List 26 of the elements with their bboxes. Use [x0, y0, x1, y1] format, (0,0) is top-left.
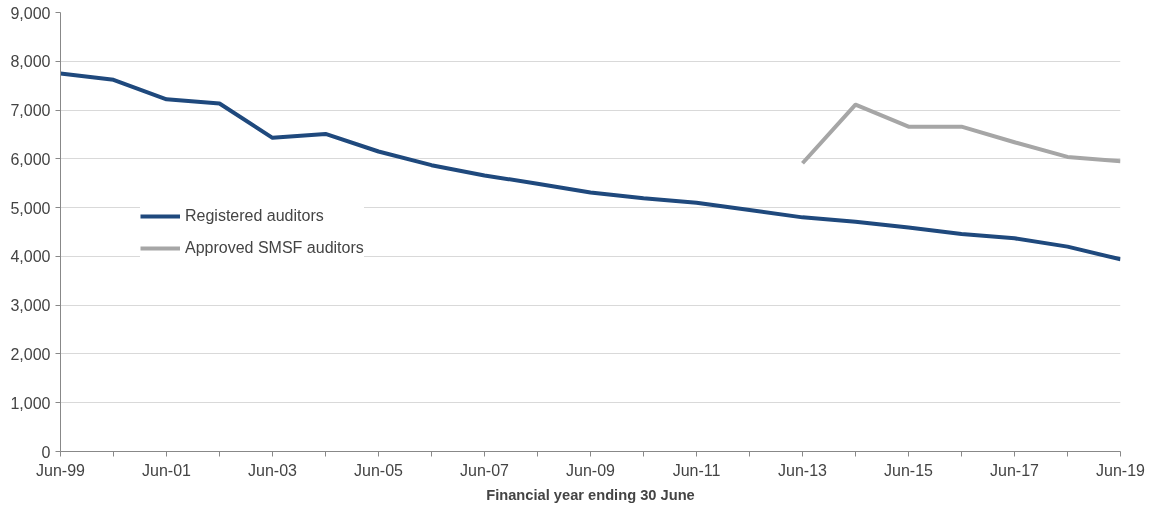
x-tick-label: Jun-19	[1096, 461, 1146, 479]
y-tick-label: 8,000	[10, 53, 51, 71]
y-tick-label: 4,000	[10, 248, 51, 266]
x-tick-label: Jun-13	[778, 461, 828, 479]
x-tick-label: Jun-03	[248, 461, 298, 479]
legend-label: Approved SMSF auditors	[185, 238, 364, 257]
y-tick-label: 2,000	[10, 345, 51, 363]
y-tick-label: 5,000	[10, 199, 51, 217]
x-tick-label: Jun-15	[884, 461, 934, 479]
x-tick-label: Jun-99	[36, 461, 86, 479]
y-tick-label: 3,000	[10, 297, 51, 315]
line-series	[60, 71, 1121, 262]
legend-label: Registered auditors	[185, 206, 324, 225]
x-tick-label: Jun-01	[142, 461, 192, 479]
y-tick-label: 7,000	[10, 102, 51, 120]
y-tick-label: 1,000	[10, 394, 51, 412]
line-series	[800, 102, 1121, 166]
y-tick-label: 0	[41, 443, 51, 461]
x-tick-label: Jun-11	[672, 461, 721, 479]
y-tick-label: 9,000	[10, 4, 51, 22]
x-tick-label: Jun-17	[990, 461, 1040, 479]
x-tick-label: Jun-07	[460, 461, 510, 479]
x-tick-label: Jun-09	[566, 461, 616, 479]
y-tick-label: 6,000	[10, 150, 51, 168]
x-tick-label: Jun-05	[354, 461, 404, 479]
x-axis-title: Financial year ending 30 June	[486, 486, 695, 503]
